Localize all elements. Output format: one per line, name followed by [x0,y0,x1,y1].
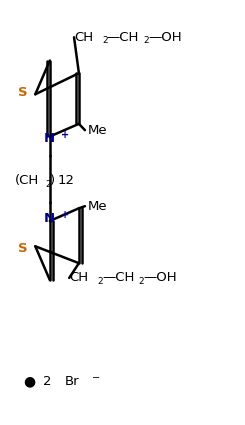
Text: 2: 2 [43,375,51,388]
Text: —CH: —CH [102,272,134,284]
Text: ●: ● [23,374,35,388]
Text: 2: 2 [143,36,149,45]
Text: −: − [92,373,100,383]
Text: N: N [44,212,55,225]
Text: N: N [44,132,55,144]
Text: (CH: (CH [15,174,39,187]
Text: —CH: —CH [107,31,139,44]
Text: Me: Me [87,200,107,212]
Text: —OH: —OH [143,272,177,284]
Text: 2: 2 [138,277,144,286]
Text: CH: CH [69,272,88,284]
Text: —OH: —OH [148,31,182,44]
Text: Br: Br [64,375,79,388]
Text: 2: 2 [45,180,51,189]
Text: +: + [61,130,69,140]
Text: 2: 2 [97,277,103,286]
Text: 12: 12 [57,174,74,187]
Text: Me: Me [87,124,107,137]
Text: 2: 2 [102,36,108,45]
Text: +: + [61,210,69,221]
Text: ): ) [50,174,55,187]
Text: CH: CH [74,31,93,44]
Text: S: S [18,242,28,255]
Text: S: S [18,86,28,99]
